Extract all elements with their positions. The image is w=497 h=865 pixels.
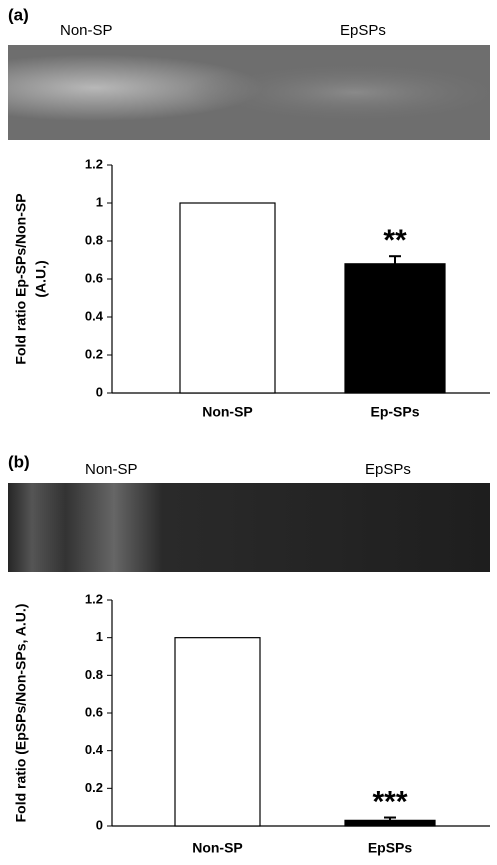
x-tick-label: EpSPs: [368, 840, 413, 856]
significance: ***: [372, 785, 407, 818]
gel-image: [8, 483, 490, 572]
y-axis-label: Fold ratio (EpSPs/Non-SPs, A.U.): [13, 604, 29, 823]
panel-label: (b): [8, 452, 30, 471]
y-tick-label: 0.2: [85, 780, 103, 795]
x-tick-label: Non-SP: [192, 840, 243, 856]
y-tick-label: 0.2: [85, 346, 103, 361]
bar: [344, 819, 436, 827]
bar: [179, 202, 276, 394]
bar: [174, 637, 261, 827]
y-tick-label: 1.2: [85, 591, 103, 606]
panel-label: (a): [8, 5, 29, 24]
y-tick-label: 0: [96, 384, 103, 399]
y-tick-label: 0.4: [85, 742, 104, 757]
lane-label: EpSPs: [365, 461, 411, 478]
y-tick-label: 0.6: [85, 704, 103, 719]
y-tick-label: 1: [96, 629, 103, 644]
y-tick-label: 0.6: [85, 270, 103, 285]
gel-band: [8, 45, 490, 140]
lane-label: EpSPs: [340, 22, 386, 39]
x-tick-label: Ep-SPs: [370, 404, 419, 420]
lane-label: Non-SP: [60, 22, 113, 39]
y-tick-label: 0.8: [85, 667, 103, 682]
significance: **: [383, 224, 407, 257]
y-axis-label: (A.U.): [33, 260, 49, 297]
bar: [344, 263, 446, 394]
lane-label: Non-SP: [85, 461, 138, 478]
y-tick-label: 0.4: [85, 308, 104, 323]
y-tick-label: 0.8: [85, 232, 103, 247]
y-tick-label: 1.2: [85, 156, 103, 171]
y-tick-label: 1: [96, 194, 103, 209]
y-axis-label: Fold ratio Ep-SPs/Non-SP: [13, 193, 29, 364]
x-tick-label: Non-SP: [202, 404, 253, 420]
y-tick-label: 0: [96, 817, 103, 832]
